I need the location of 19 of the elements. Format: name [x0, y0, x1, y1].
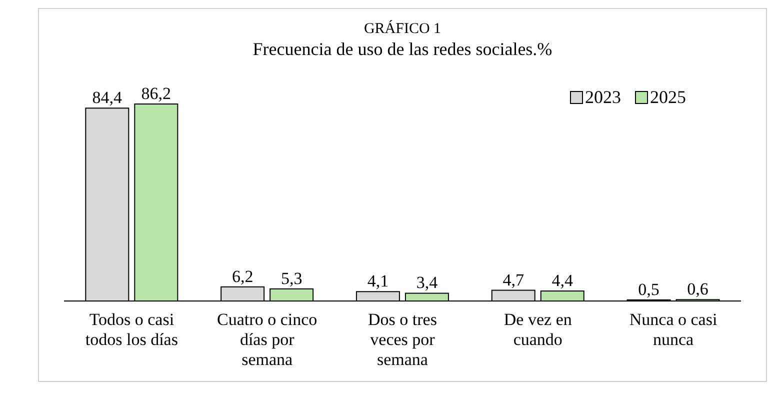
x-tick-label: Todos o casi todos los días: [85, 310, 178, 349]
legend-label: 2023: [584, 87, 621, 108]
data-label: 3,4: [416, 273, 438, 292]
x-tick-label: Cuatro o cinco días por semana: [217, 310, 318, 369]
data-label: 0,6: [687, 280, 708, 299]
data-label: 4,7: [502, 270, 524, 290]
data-label: 4,1: [367, 272, 389, 291]
data-label: 86,2: [141, 84, 172, 103]
chart-subtitle: Frecuencia de uso de las redes sociales.%: [252, 39, 554, 60]
chart-title: GRÁFICO 1: [362, 21, 442, 38]
data-label: 84,4: [92, 88, 123, 108]
x-tick-label: Dos o tres veces por semana: [368, 310, 437, 369]
data-label: 4,4: [552, 270, 574, 290]
x-tick-label: De vez en cuando: [504, 310, 572, 349]
data-label: 6,2: [232, 266, 254, 286]
legend-label: 2025: [649, 87, 686, 108]
x-tick-label: Nunca o casi nunca: [629, 310, 718, 349]
data-label: 0,5: [638, 280, 660, 299]
data-label: 5,3: [280, 268, 302, 288]
